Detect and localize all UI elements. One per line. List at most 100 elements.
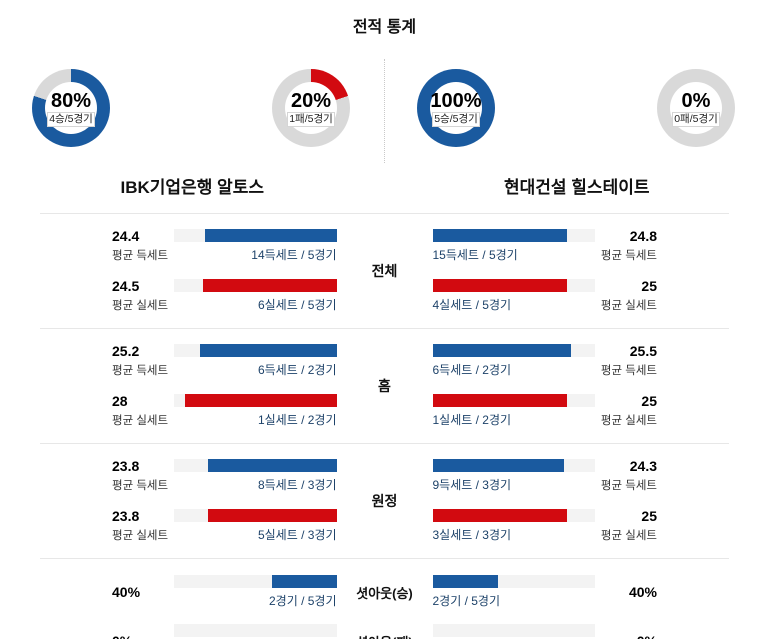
bar-fill xyxy=(203,279,337,292)
section-away: 23.8 평균 득세트 8득세트 / 3경기 23.8 평균 실세트 5실세트 … xyxy=(0,444,769,543)
bar-track xyxy=(174,624,337,637)
section-divider xyxy=(40,558,729,559)
bar-track xyxy=(432,624,595,637)
bar-track xyxy=(174,459,337,472)
stat-label: 평균 실세트 xyxy=(600,530,657,542)
away-win-percent: 100% xyxy=(430,89,482,112)
stat-bar: 8득세트 / 3경기 xyxy=(174,459,337,493)
bar-fill xyxy=(432,344,571,357)
bar-caption: 5실세트 / 3경기 xyxy=(257,528,337,542)
stat-bar: 6득세트 / 2경기 xyxy=(174,344,337,378)
stat-value: 0% xyxy=(112,633,174,639)
page-title: 전적 통계 xyxy=(352,19,417,36)
stat-bar: 6득세트 / 2경기 xyxy=(432,344,595,378)
stat-value: 24.3 xyxy=(629,458,657,474)
stat-value: 24.8 xyxy=(629,228,657,244)
stat-value: 23.8 xyxy=(112,508,140,524)
section-home: 25.2 평균 득세트 6득세트 / 2경기 28 평균 실세트 1실세트 / … xyxy=(0,329,769,428)
stat-meta: 25 평균 실세트 xyxy=(595,509,657,543)
section-divider xyxy=(40,328,729,329)
bar-track xyxy=(432,229,595,242)
stat-row: 23.8 평균 실세트 5실세트 / 3경기 xyxy=(0,509,337,543)
stat-bar: 15득세트 / 5경기 xyxy=(432,229,595,263)
bar-caption: 2경기 / 5경기 xyxy=(432,594,501,608)
bar-fill xyxy=(432,394,568,407)
stat-row: 3실세트 / 3경기 25 평균 실세트 xyxy=(432,509,769,543)
stat-label: 평균 득세트 xyxy=(600,365,657,377)
stat-meta: 23.8 평균 실세트 xyxy=(112,509,174,543)
bar-caption: 6실세트 / 5경기 xyxy=(257,298,337,312)
section-overall-home-col: 24.4 평균 득세트 14득세트 / 5경기 24.5 평균 실세트 6실세트… xyxy=(0,229,337,313)
away-loss-donut: 0% 0패/5경기 xyxy=(657,69,735,147)
section-label-overall: 전체 xyxy=(371,263,398,279)
bar-track xyxy=(174,394,337,407)
bar-caption: 3실세트 / 3경기 xyxy=(432,528,512,542)
away-loss-percent: 0% xyxy=(681,89,711,112)
shutout-loss-row: 0% 0경기 / 5경기 셧아웃(패) 0경기 / 5경기 0% xyxy=(0,624,769,639)
stat-row: 4실세트 / 5경기 25 평균 실세트 xyxy=(432,279,769,313)
section-label-away: 원정 xyxy=(371,493,398,509)
stat-label: 평균 득세트 xyxy=(600,480,657,492)
bar-track xyxy=(432,344,595,357)
stat-row: 28 평균 실세트 1실세트 / 2경기 xyxy=(0,394,337,428)
home-loss-donut-hole: 20% 1패/5경기 xyxy=(285,82,337,134)
bar-track xyxy=(174,344,337,357)
section-shutout: 40% 2경기 / 5경기 셧아웃(승) 2경기 / 5경기 40% 0% 0경… xyxy=(0,559,769,639)
bar-fill xyxy=(271,575,337,588)
stat-meta: 24.8 평균 득세트 xyxy=(595,229,657,263)
stat-label: 평균 실세트 xyxy=(112,300,169,312)
bar-track xyxy=(174,279,337,292)
stat-label: 평균 득세트 xyxy=(600,250,657,262)
stat-label: 평균 실세트 xyxy=(600,415,657,427)
stat-bar: 2경기 / 5경기 xyxy=(174,575,337,609)
bar-fill xyxy=(432,575,498,588)
stat-meta: 25.5 평균 득세트 xyxy=(595,344,657,378)
stat-value: 25 xyxy=(641,508,657,524)
stat-label: 평균 실세트 xyxy=(112,415,169,427)
stat-bar: 6실세트 / 5경기 xyxy=(174,279,337,313)
stat-meta: 24.4 평균 득세트 xyxy=(112,229,174,263)
bar-fill xyxy=(204,229,337,242)
bar-track xyxy=(432,509,595,522)
stat-row: 6득세트 / 2경기 25.5 평균 득세트 xyxy=(432,344,769,378)
home-loss-donut: 20% 1패/5경기 xyxy=(272,69,350,147)
stat-label: 평균 실세트 xyxy=(600,300,657,312)
stat-value: 23.8 xyxy=(112,458,140,474)
shutout-win-row: 40% 2경기 / 5경기 셧아웃(승) 2경기 / 5경기 40% xyxy=(0,575,769,609)
bar-track xyxy=(174,575,337,588)
bar-caption: 15득세트 / 5경기 xyxy=(432,248,518,262)
stat-meta: 24.5 평균 실세트 xyxy=(112,279,174,313)
bar-track xyxy=(432,575,595,588)
stat-bar: 0경기 / 5경기 xyxy=(432,624,595,639)
stat-value: 25.5 xyxy=(629,343,657,359)
stat-row: 23.8 평균 득세트 8득세트 / 3경기 xyxy=(0,459,337,493)
bar-track xyxy=(174,509,337,522)
winrate-donuts: 80% 4승/5경기 20% 1패/5경기 100% 5승/5경기 xyxy=(0,59,769,163)
bar-caption: 6득세트 / 2경기 xyxy=(257,363,337,377)
stat-row: 25.2 평균 득세트 6득세트 / 2경기 xyxy=(0,344,337,378)
stat-value: 0% xyxy=(595,633,657,639)
section-away-away-col: 9득세트 / 3경기 24.3 평균 득세트 3실세트 / 3경기 25 평균 … xyxy=(432,458,769,543)
bar-track xyxy=(174,229,337,242)
bar-fill xyxy=(432,459,565,472)
stat-label: 평균 득세트 xyxy=(112,480,169,492)
stat-meta: 25 평균 실세트 xyxy=(595,394,657,428)
bar-track xyxy=(432,459,595,472)
bar-fill xyxy=(185,394,337,407)
section-label-shutout-win: 셧아웃(승) xyxy=(356,585,413,601)
bar-caption: 9득세트 / 3경기 xyxy=(432,478,512,492)
stat-row: 24.4 평균 득세트 14득세트 / 5경기 xyxy=(0,229,337,263)
stat-bar: 9득세트 / 3경기 xyxy=(432,459,595,493)
stat-bar: 0경기 / 5경기 xyxy=(174,624,337,639)
away-donuts: 100% 5승/5경기 0% 0패/5경기 xyxy=(385,59,769,163)
section-label-shutout-loss: 셧아웃(패) xyxy=(337,632,433,639)
stat-meta: 28 평균 실세트 xyxy=(112,394,174,428)
section-divider xyxy=(40,443,729,444)
away-loss-donut-hole: 0% 0패/5경기 xyxy=(670,82,722,134)
stat-bar: 1실세트 / 2경기 xyxy=(432,394,595,428)
stat-bar: 1실세트 / 2경기 xyxy=(174,394,337,428)
bar-caption: 14득세트 / 5경기 xyxy=(251,248,337,262)
bar-fill xyxy=(432,279,568,292)
stat-label: 평균 득세트 xyxy=(112,250,169,262)
